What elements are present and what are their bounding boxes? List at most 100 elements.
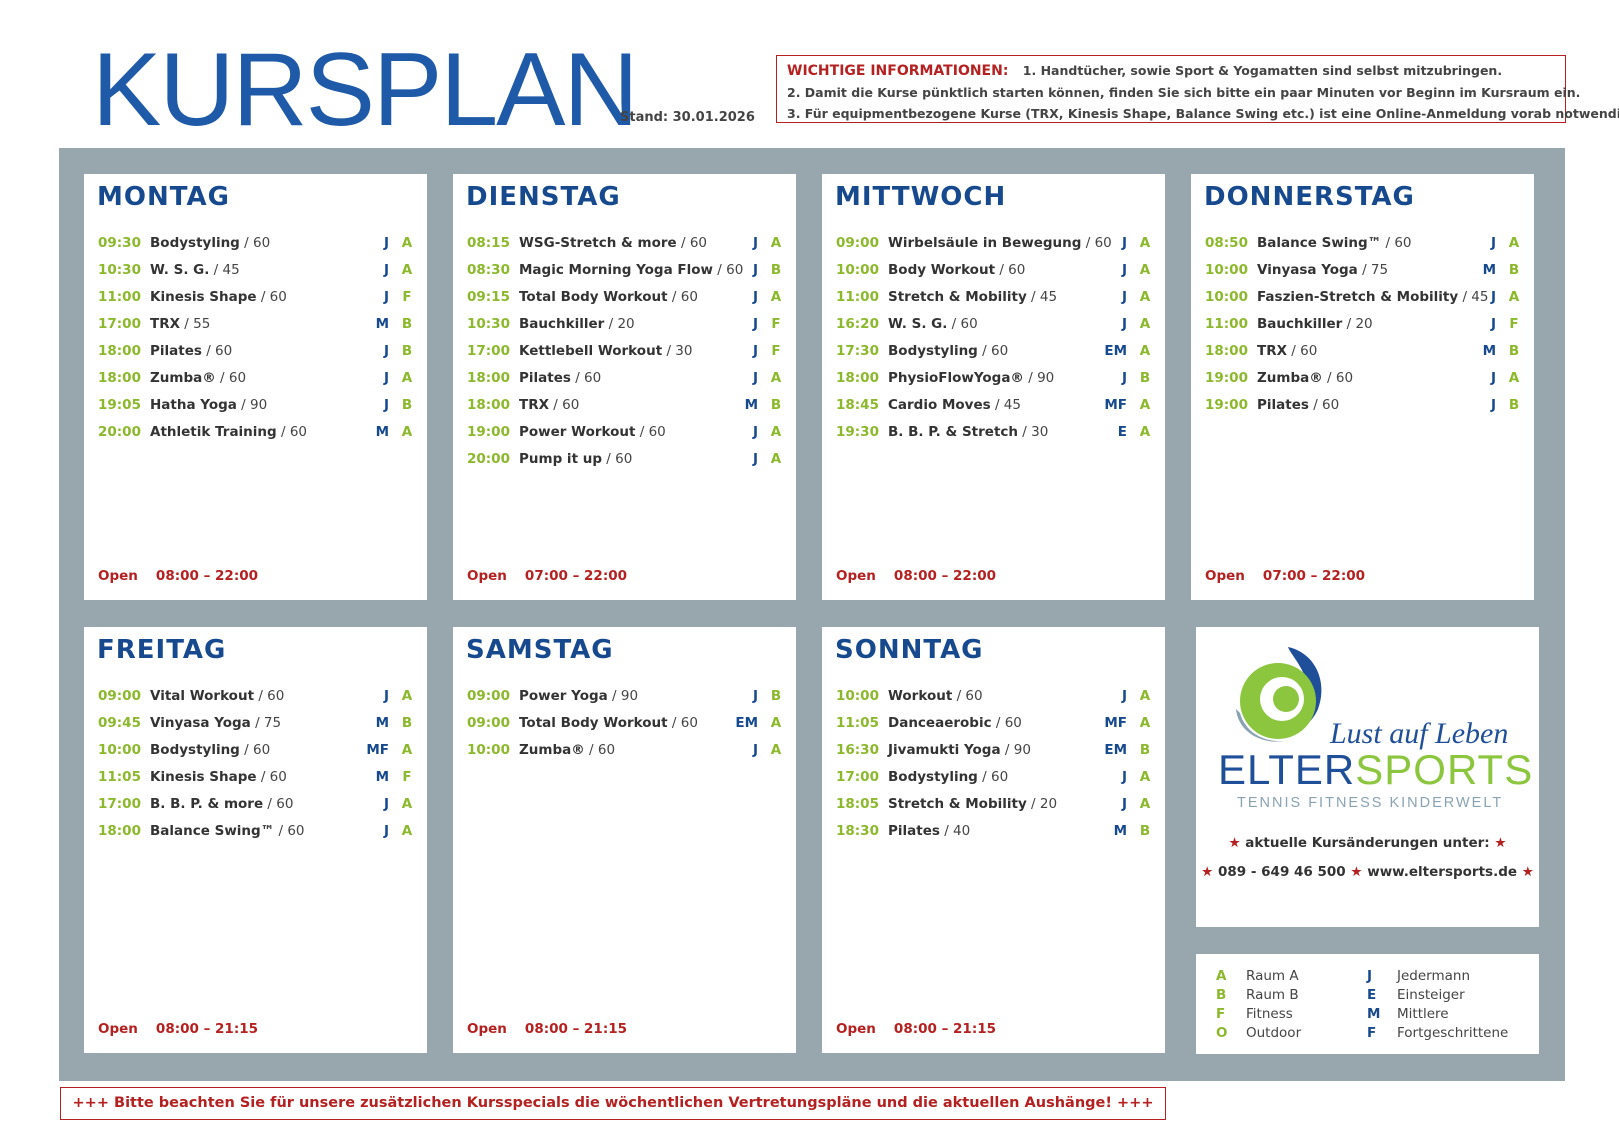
course-row: 20:00 Athletik Training / 60 M A xyxy=(98,420,415,447)
course-row: 10:00 Vinyasa Yoga / 75 M B xyxy=(1205,258,1522,285)
course-room: A xyxy=(770,451,782,467)
course-time: 10:30 xyxy=(98,262,141,278)
course-room: B xyxy=(401,397,413,413)
course-room: A xyxy=(770,235,782,251)
course-level: J xyxy=(752,451,758,467)
course-row: 11:05 Danceaerobic / 60 MF A xyxy=(836,711,1153,738)
course-row: 18:45 Cardio Moves / 45 MF A xyxy=(836,393,1153,420)
course-row: 18:00 TRX / 60 M B xyxy=(1205,339,1522,366)
course-room: A xyxy=(401,823,413,839)
day-title: SAMSTAG xyxy=(466,635,614,665)
course-room: B xyxy=(1139,823,1151,839)
course-time: 18:00 xyxy=(98,370,141,386)
course-name: Danceaerobic / 60 xyxy=(888,715,1022,731)
course-name: Vital Workout / 60 xyxy=(150,688,285,704)
course-name: Jivamukti Yoga / 90 xyxy=(888,742,1031,758)
course-room: A xyxy=(401,370,413,386)
day-title: MITTWOCH xyxy=(835,182,1007,212)
course-name: Magic Morning Yoga Flow / 60 xyxy=(519,262,744,278)
course-row: 18:00 Pilates / 60 J B xyxy=(98,339,415,366)
course-time: 11:05 xyxy=(836,715,879,731)
course-name: Zumba® / 60 xyxy=(150,370,247,386)
info-title: WICHTIGE INFORMATIONEN: xyxy=(787,63,1009,79)
course-row: 09:00 Vital Workout / 60 J A xyxy=(98,684,415,711)
course-level: J xyxy=(383,235,389,251)
course-level: M xyxy=(375,769,389,785)
course-row: 18:00 TRX / 60 M B xyxy=(467,393,784,420)
course-name: Total Body Workout / 60 xyxy=(519,715,698,731)
course-level: J xyxy=(1490,316,1496,332)
course-time: 08:30 xyxy=(467,262,510,278)
course-row: 08:30 Magic Morning Yoga Flow / 60 J B xyxy=(467,258,784,285)
course-name: Pilates / 60 xyxy=(519,370,602,386)
course-list: 09:30 Bodystyling / 60 J A 10:30 W. S. G. / 4… xyxy=(98,231,415,447)
course-level: M xyxy=(1482,343,1496,359)
course-list: 10:00 Workout / 60 J A 11:05 Danceaerobic / 6… xyxy=(836,684,1153,846)
day-title: DONNERSTAG xyxy=(1204,182,1415,212)
course-room: A xyxy=(401,688,413,704)
course-name: Pilates / 60 xyxy=(150,343,233,359)
course-row: 19:00 Power Workout / 60 J A xyxy=(467,420,784,447)
course-name: Vinyasa Yoga / 75 xyxy=(1257,262,1389,278)
course-time: 18:00 xyxy=(98,823,141,839)
course-level: EM xyxy=(1104,343,1127,359)
course-level: J xyxy=(752,688,758,704)
course-room: A xyxy=(401,796,413,812)
course-room: A xyxy=(1139,289,1151,305)
course-name: TRX / 60 xyxy=(519,397,580,413)
course-level: EM xyxy=(735,715,758,731)
course-name: Athletik Training / 60 xyxy=(150,424,308,440)
course-name: Stretch & Mobility / 45 xyxy=(888,289,1058,305)
course-time: 17:00 xyxy=(836,769,879,785)
website-link[interactable]: www.eltersports.de xyxy=(1367,864,1518,880)
course-time: 08:50 xyxy=(1205,235,1248,251)
course-room: A xyxy=(401,424,413,440)
course-room: B xyxy=(401,343,413,359)
course-level: J xyxy=(383,796,389,812)
course-room: B xyxy=(1139,370,1151,386)
opening-hours: Open 08:00 – 22:00 xyxy=(98,568,259,584)
course-row: 20:00 Pump it up / 60 J A xyxy=(467,447,784,474)
course-row: 11:00 Stretch & Mobility / 45 J A xyxy=(836,285,1153,312)
course-time: 09:00 xyxy=(467,688,510,704)
course-time: 19:05 xyxy=(98,397,141,413)
course-row: 09:00 Wirbelsäule in Bewegung / 60 J A xyxy=(836,231,1153,258)
course-level: J xyxy=(1490,235,1496,251)
course-time: 11:00 xyxy=(98,289,141,305)
opening-hours: Open 08:00 – 21:15 xyxy=(467,1021,628,1037)
day-card-mittwoch: MITTWOCH 09:00 Wirbelsäule in Bewegung / 6… xyxy=(822,174,1165,600)
course-name: Pilates / 60 xyxy=(1257,397,1340,413)
course-level: M xyxy=(375,715,389,731)
course-level: J xyxy=(1121,262,1127,278)
info-line-1: WICHTIGE INFORMATIONEN: 1. Handtücher, s… xyxy=(787,63,1503,79)
course-time: 19:00 xyxy=(1205,370,1248,386)
opening-hours: Open 08:00 – 22:00 xyxy=(836,568,997,584)
course-time: 18:00 xyxy=(467,370,510,386)
course-row: 10:30 Bauchkiller / 20 J F xyxy=(467,312,784,339)
course-time: 18:00 xyxy=(1205,343,1248,359)
course-name: W. S. G. / 45 xyxy=(150,262,240,278)
course-room: A xyxy=(1139,715,1151,731)
course-list: 09:00 Power Yoga / 90 J B 09:00 Total Body Wo… xyxy=(467,684,784,765)
course-row: 19:05 Hatha Yoga / 90 J B xyxy=(98,393,415,420)
day-title: MONTAG xyxy=(97,182,230,212)
course-level: J xyxy=(383,823,389,839)
course-room: A xyxy=(1508,370,1520,386)
course-name: Stretch & Mobility / 20 xyxy=(888,796,1058,812)
course-name: Balance Swing™ / 60 xyxy=(150,823,305,839)
course-level: J xyxy=(1121,769,1127,785)
course-level: J xyxy=(752,235,758,251)
course-time: 09:15 xyxy=(467,289,510,305)
course-level: M xyxy=(375,316,389,332)
course-time: 19:00 xyxy=(467,424,510,440)
course-level: M xyxy=(744,397,758,413)
course-row: 09:45 Vinyasa Yoga / 75 M B xyxy=(98,711,415,738)
course-room: A xyxy=(401,235,413,251)
course-room: A xyxy=(1139,316,1151,332)
course-name: Hatha Yoga / 90 xyxy=(150,397,268,413)
course-time: 09:45 xyxy=(98,715,141,731)
footer-notice: +++ Bitte beachten Sie für unsere zusätz… xyxy=(60,1087,1166,1120)
course-row: 09:00 Total Body Workout / 60 EM A xyxy=(467,711,784,738)
course-list: 08:50 Balance Swing™ / 60 J A 10:00 Vinyasa Y… xyxy=(1205,231,1522,420)
important-info-box: WICHTIGE INFORMATIONEN: 1. Handtücher, s… xyxy=(776,55,1619,123)
